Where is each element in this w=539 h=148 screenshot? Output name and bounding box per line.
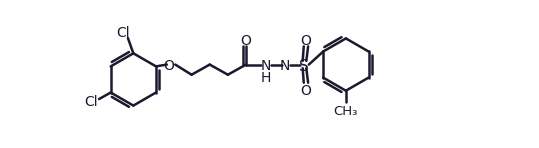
- Text: CH₃: CH₃: [334, 105, 358, 118]
- Text: O: O: [163, 59, 174, 73]
- Text: Cl: Cl: [84, 95, 98, 109]
- Text: O: O: [240, 34, 252, 48]
- Text: S: S: [299, 59, 309, 74]
- Text: N: N: [261, 59, 271, 73]
- Text: N: N: [280, 59, 290, 73]
- Text: O: O: [300, 34, 311, 48]
- Text: H: H: [261, 71, 271, 85]
- Text: O: O: [300, 84, 311, 98]
- Text: Cl: Cl: [116, 26, 130, 40]
